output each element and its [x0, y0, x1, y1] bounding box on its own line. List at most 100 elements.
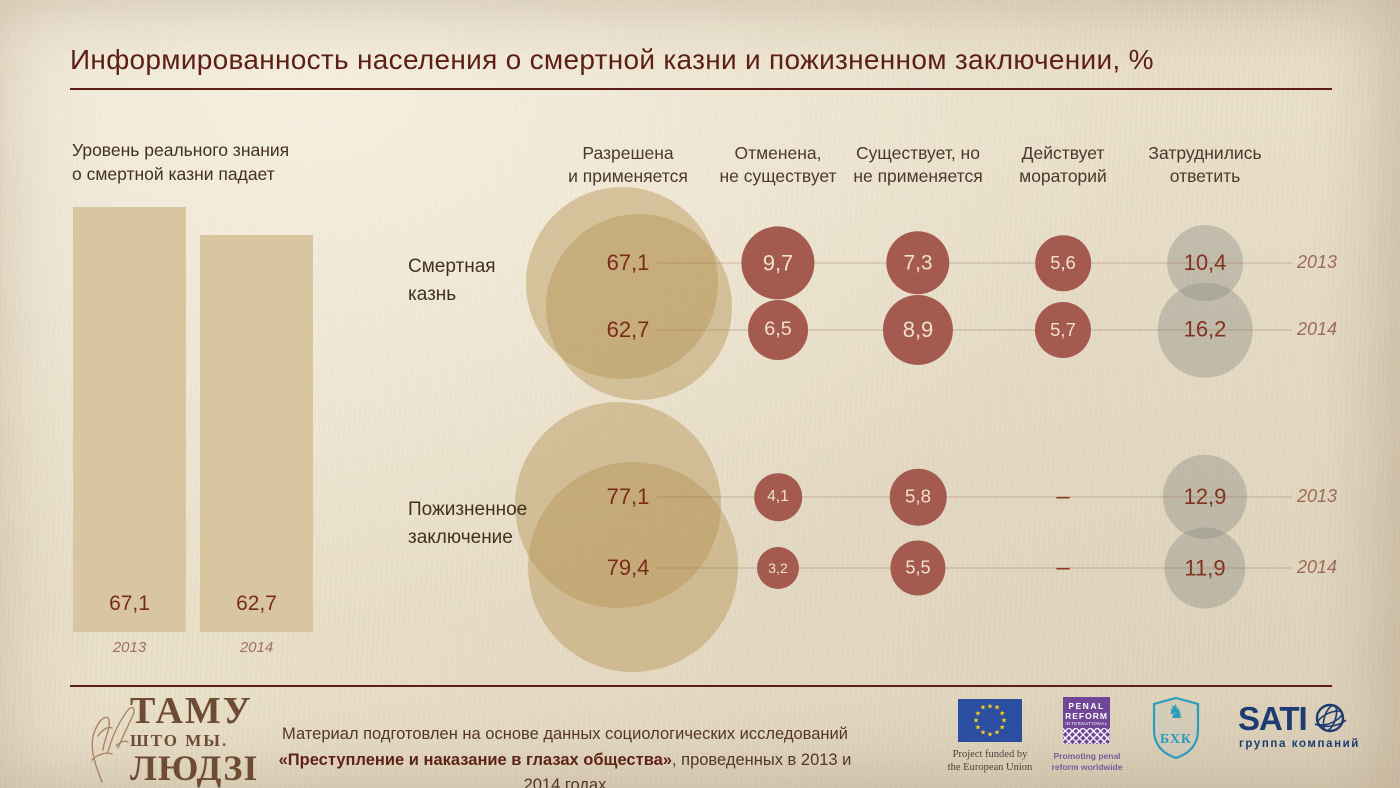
bar-value: 62,7 [236, 592, 277, 615]
bubble-value: 9,7 [762, 250, 794, 275]
pri-line1: PENAL [1068, 701, 1105, 711]
eu-star-icon: ★ [974, 724, 982, 731]
gray-bubble: 11,9 [1164, 527, 1246, 609]
primary-value: 79,4 [606, 555, 650, 580]
eu-star-icon: ★ [993, 704, 1001, 712]
bubble-value: 5,8 [905, 486, 931, 507]
year-label: 2013 [1297, 252, 1338, 273]
eu-star-icon: ★ [974, 710, 982, 717]
eu-star-icon: ★ [998, 710, 1006, 717]
tamu-shto-my-liudzi-logo: ТАМУ ШТО МЫ. ЛЮДЗІ [130, 692, 258, 786]
source-note: Материал подготовлен на основе данных со… [265, 722, 865, 788]
eu-flag-logo: ★ ★ ★ ★ ★ ★ ★ ★ ★ ★ ★ ★ [958, 699, 1022, 742]
row-connector-line [657, 262, 1292, 264]
bubble-value: 5,7 [1050, 319, 1076, 340]
source-rest: , проведенных в 2013 и 2014 годах [523, 750, 852, 788]
title-underline [70, 88, 1332, 90]
red-bubble: 5,8 [889, 468, 947, 526]
bubble-value: 4,1 [767, 487, 789, 505]
red-bubble: 7,3 [886, 231, 950, 295]
big-tan-circle-4 [528, 462, 738, 672]
red-bubble: 8,9 [882, 294, 954, 366]
eu-star-icon: ★ [979, 729, 987, 737]
eu-star-icon: ★ [972, 717, 980, 724]
bar-value: 67,1 [109, 592, 150, 615]
red-bubble: 5,6 [1035, 235, 1091, 291]
no-data-dash: – [1056, 483, 1070, 510]
footer-divider [70, 685, 1332, 687]
shield-icon [1152, 696, 1200, 760]
column-header-2: Отменена, не существует [719, 143, 837, 186]
pri-pattern [1063, 728, 1110, 744]
big-tan-circle-3 [515, 402, 721, 608]
primary-value: 62,7 [606, 317, 650, 342]
eu-flag-caption: Project funded by the European Union [947, 749, 1033, 774]
red-bubble: 5,7 [1034, 301, 1092, 359]
eu-star-icon: ★ [998, 724, 1006, 731]
wordmark-line1: ТАМУ [130, 690, 253, 732]
red-bubble: 5,5 [890, 540, 946, 596]
year-label: 2014 [1297, 319, 1338, 340]
pri-line2: REFORM [1065, 711, 1108, 721]
column-header-4: Действует мораторий [1019, 143, 1107, 186]
row-label: Пожизненное заключение [408, 499, 528, 548]
page-title: Информированность населения о смертной к… [70, 44, 1154, 75]
primary-value: 67,1 [606, 250, 650, 275]
satio-logo: SATI [1238, 700, 1348, 738]
left-chart-heading: Уровень реального знания о смертной казн… [72, 140, 290, 184]
bubble-value: 5,6 [1050, 251, 1076, 273]
wordmark-line3: ЛЮДЗІ [130, 748, 259, 788]
red-bubble: 9,7 [741, 226, 815, 300]
red-bubble: 4,1 [754, 473, 802, 521]
row-connector-line [657, 567, 1292, 569]
bubble-value: 3,2 [768, 560, 788, 576]
row-connector-line [657, 329, 1292, 331]
big-tan-circle-2 [546, 214, 732, 400]
bubble-value: 16,2 [1183, 316, 1227, 342]
bhc-shield-logo: ♞ БХК [1152, 696, 1200, 760]
pri-caption: Promoting penal reform worldwide [1051, 751, 1123, 773]
year-label: 2013 [1297, 486, 1338, 507]
eu-star-icon: ★ [986, 731, 994, 738]
bubble-value: 6,5 [764, 318, 792, 341]
column-header-1: Разрешена и применяется [568, 143, 688, 186]
row-label: Смертная казнь [408, 256, 496, 305]
eu-star-icon: ★ [979, 704, 987, 712]
column-header-3: Существует, но не применяется [853, 143, 983, 186]
bhc-letters: БХК [1159, 732, 1193, 747]
row-connector-line [657, 496, 1292, 498]
eu-star-icon: ★ [986, 703, 994, 710]
eu-star-icon: ★ [993, 729, 1001, 737]
big-tan-circle-1 [526, 187, 718, 379]
bar-2013: 67,1 [73, 207, 186, 632]
no-data-dash: – [1056, 554, 1070, 581]
gray-bubble: 10,4 [1167, 225, 1243, 301]
bar-year-label: 2013 [112, 639, 147, 656]
red-bubble: 3,2 [756, 546, 800, 590]
source-study-title: «Преступление и наказание в глазах общес… [278, 750, 672, 769]
source-line1: Материал подготовлен на основе данных со… [282, 725, 848, 743]
bar-2014: 62,7 [200, 235, 313, 632]
globe-icon [1314, 703, 1347, 733]
wordmark-line2: ШТО МЫ. [130, 731, 229, 750]
gray-bubble: 16,2 [1157, 282, 1253, 378]
gray-bubble: 12,9 [1162, 454, 1248, 540]
pri-line3: INTERNATIONAL [1065, 721, 1108, 726]
bubble-value: 8,9 [902, 317, 934, 342]
satio-name: SATI [1238, 700, 1308, 737]
bubble-value: 12,9 [1183, 483, 1227, 509]
bubble-value: 10,4 [1183, 250, 1227, 275]
red-bubble: 6,5 [748, 300, 808, 360]
column-header-5: Затруднились ответить [1148, 143, 1262, 186]
bubble-value: 11,9 [1184, 555, 1226, 580]
knight-icon: ♞ [1167, 702, 1185, 723]
primary-value: 77,1 [606, 484, 650, 509]
hands-illustration [91, 706, 135, 783]
bubble-value: 7,3 [903, 250, 933, 274]
year-label: 2014 [1297, 557, 1338, 578]
satio-caption: группа компаний [1239, 738, 1360, 750]
bar-year-label: 2014 [239, 639, 274, 656]
bubble-value: 5,5 [905, 557, 931, 578]
penal-reform-international-logo: PENAL REFORM INTERNATIONAL [1063, 697, 1110, 744]
